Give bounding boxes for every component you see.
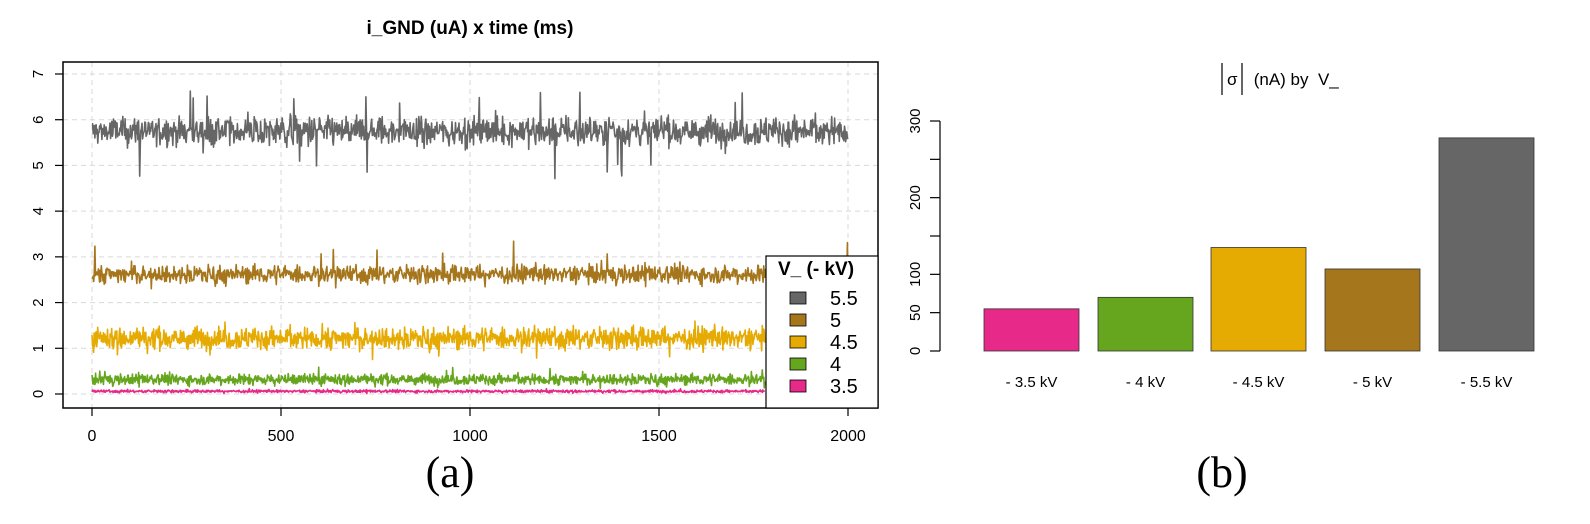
- chart-a-series-group: [91, 90, 849, 395]
- title-rest: (nA) by V_: [1249, 70, 1339, 89]
- legend-box: [765, 255, 879, 409]
- chart-a-legend: V_ (- kV) 5.554.543.5: [765, 255, 879, 409]
- y-tick-label: 0: [30, 390, 47, 398]
- panel-b-label: (b): [1196, 448, 1247, 497]
- legend-swatch: [789, 379, 807, 393]
- legend-swatch: [789, 291, 807, 305]
- series-line-5: [91, 240, 849, 290]
- chart-a-grid: [63, 62, 878, 408]
- y-tick-label: 7: [30, 70, 47, 78]
- chart-b-title: σ (nA) by V_: [1221, 63, 1339, 95]
- y-tick-label: 1: [30, 344, 47, 352]
- category-label: - 4.5 kV: [1233, 374, 1285, 391]
- line-chart-panel: i_GND (uA) x time (ms) 0 500 1000 1500 2000 …: [30, 18, 879, 497]
- legend-swatch: [789, 313, 807, 327]
- legend-label: 3.5: [830, 376, 858, 398]
- legend-swatch: [789, 357, 807, 371]
- chart-b-bars: [983, 137, 1535, 352]
- legend-label: 4: [830, 354, 841, 376]
- category-label: - 4 kV: [1126, 374, 1165, 391]
- bar-3: [1210, 247, 1307, 352]
- y-tick-label: 50: [907, 304, 924, 321]
- x-tick-label: 1000: [452, 428, 488, 445]
- chart-b-y-axis: 0 50 100 200 300: [907, 108, 941, 355]
- y-tick-label: 300: [907, 108, 924, 133]
- chart-b-category-labels: - 3.5 kV - 4 kV - 4.5 kV - 5 kV - 5.5 kV: [1006, 374, 1513, 391]
- x-tick-label: 2000: [830, 428, 866, 445]
- series-line-4-5: [91, 320, 766, 361]
- legend-label: 4.5: [830, 332, 858, 354]
- category-label: - 3.5 kV: [1006, 374, 1058, 391]
- bar-5: [1438, 137, 1535, 352]
- x-tick-label: 0: [88, 428, 97, 445]
- x-tick-label: 500: [268, 428, 295, 445]
- category-label: - 5 kV: [1353, 374, 1392, 391]
- category-label: - 5.5 kV: [1461, 374, 1513, 391]
- chart-a-y-axis: 0 1 2 3 4 5 6 7: [30, 70, 63, 398]
- y-tick-label: 100: [907, 262, 924, 287]
- chart-a-title: i_GND (uA) x time (ms): [367, 18, 574, 39]
- panel-a-label: (a): [426, 448, 475, 497]
- y-tick-label: 4: [30, 207, 47, 215]
- series-line-3-5: [91, 387, 766, 395]
- y-tick-label: 3: [30, 253, 47, 261]
- y-tick-label: 2: [30, 298, 47, 306]
- y-tick-label: 200: [907, 185, 924, 210]
- y-tick-label: 6: [30, 116, 47, 124]
- bar-chart-panel: σ (nA) by V_ 0 50 100 200 300 - 3.5 kV - 4 kV…: [907, 63, 1535, 497]
- y-tick-label: 5: [30, 161, 47, 169]
- bar-1: [983, 308, 1080, 352]
- y-tick-label: 0: [907, 347, 924, 355]
- legend-label: 5.5: [830, 288, 858, 310]
- chart-a-x-axis: 0 500 1000 1500 2000: [88, 408, 866, 445]
- legend-swatch: [789, 335, 807, 349]
- bar-2: [1097, 296, 1194, 352]
- bar-4: [1324, 268, 1421, 352]
- legend-label: 5: [830, 310, 841, 332]
- x-tick-label: 1500: [641, 428, 677, 445]
- legend-title: V_ (- kV): [778, 259, 854, 280]
- title-sigma: σ: [1227, 70, 1238, 89]
- series-line-5-5: [91, 90, 849, 180]
- series-line-4: [91, 366, 766, 390]
